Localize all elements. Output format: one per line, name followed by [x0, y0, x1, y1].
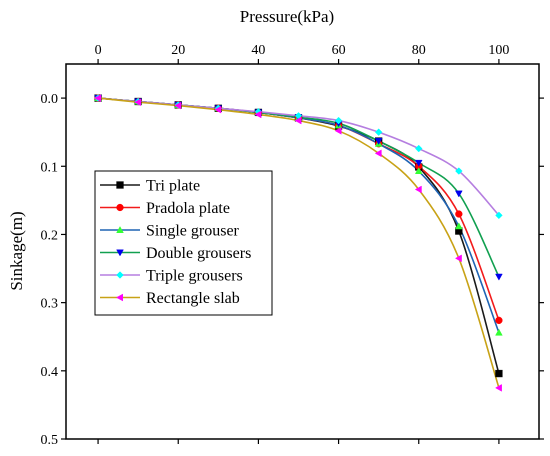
- data-point-5: [294, 116, 302, 125]
- x-axis-title: Pressure(kPa): [240, 7, 334, 26]
- data-point-5: [214, 105, 222, 114]
- legend-marker: [116, 249, 124, 257]
- y-tick-label: 0.1: [41, 160, 59, 175]
- legend-label: Rectangle slab: [146, 290, 240, 307]
- y-axis-title: Sinkage(m): [7, 211, 26, 290]
- data-point-5: [414, 185, 422, 194]
- legend-label: Triple grousers: [146, 268, 243, 285]
- data-point-5: [174, 101, 182, 110]
- y-tick-label: 0.4: [41, 365, 59, 380]
- data-point-5: [374, 149, 382, 158]
- legend-marker: [116, 203, 124, 212]
- legend-label: Double grousers: [146, 245, 251, 262]
- data-point-5: [495, 384, 502, 392]
- data-point-4: [334, 116, 343, 125]
- y-tick-label: 0.3: [41, 297, 59, 312]
- legend-marker: [116, 181, 124, 189]
- legend-label: Tri plate: [146, 178, 200, 195]
- series-markers: [94, 94, 503, 392]
- data-point-1: [455, 210, 463, 218]
- legend-label: Single grouser: [146, 223, 240, 240]
- data-point-3: [414, 159, 423, 167]
- legend-marker: [116, 226, 124, 233]
- data-point-2: [414, 167, 423, 175]
- data-point-5: [94, 94, 102, 102]
- data-point-3: [495, 273, 503, 281]
- data-point-4: [455, 167, 463, 175]
- data-point-5: [454, 254, 462, 263]
- x-tick-label: 60: [332, 43, 346, 58]
- data-point-2: [455, 222, 463, 230]
- legend-marker: [116, 293, 123, 302]
- y-tick-label: 0.2: [41, 228, 59, 243]
- y-tick-label: 0.5: [41, 433, 59, 448]
- x-tick-label: 80: [412, 43, 426, 58]
- y-tick-label: 0.0: [41, 92, 59, 107]
- legend-marker: [116, 271, 124, 279]
- x-tick-label: 20: [171, 43, 185, 58]
- data-point-5: [134, 98, 142, 107]
- data-point-2: [495, 328, 503, 336]
- legend-box: [94, 170, 273, 316]
- data-point-3: [374, 138, 383, 145]
- data-point-1: [495, 316, 503, 325]
- x-tick-label: 0: [95, 43, 102, 58]
- data-point-5: [334, 126, 342, 135]
- data-point-3: [455, 190, 463, 198]
- x-tick-label: 100: [488, 43, 509, 58]
- plot-frame: [65, 63, 540, 440]
- data-point-4: [414, 144, 423, 153]
- x-axis-ticks: 0 20 40 60 80 100: [95, 43, 509, 444]
- series-line-5: [97, 97, 500, 389]
- data-point-5: [254, 110, 262, 119]
- legend-label: Pradola plate: [146, 200, 230, 217]
- y-axis-ticks: 0.0 0.1 0.2 0.3 0.4 0.5: [41, 92, 544, 448]
- data-point-0: [495, 369, 503, 378]
- legend: Tri plate Pradola plate Single grouser Doub…: [94, 170, 273, 316]
- data-point-4: [495, 211, 503, 220]
- data-point-4: [374, 128, 383, 136]
- x-tick-label: 40: [251, 43, 265, 58]
